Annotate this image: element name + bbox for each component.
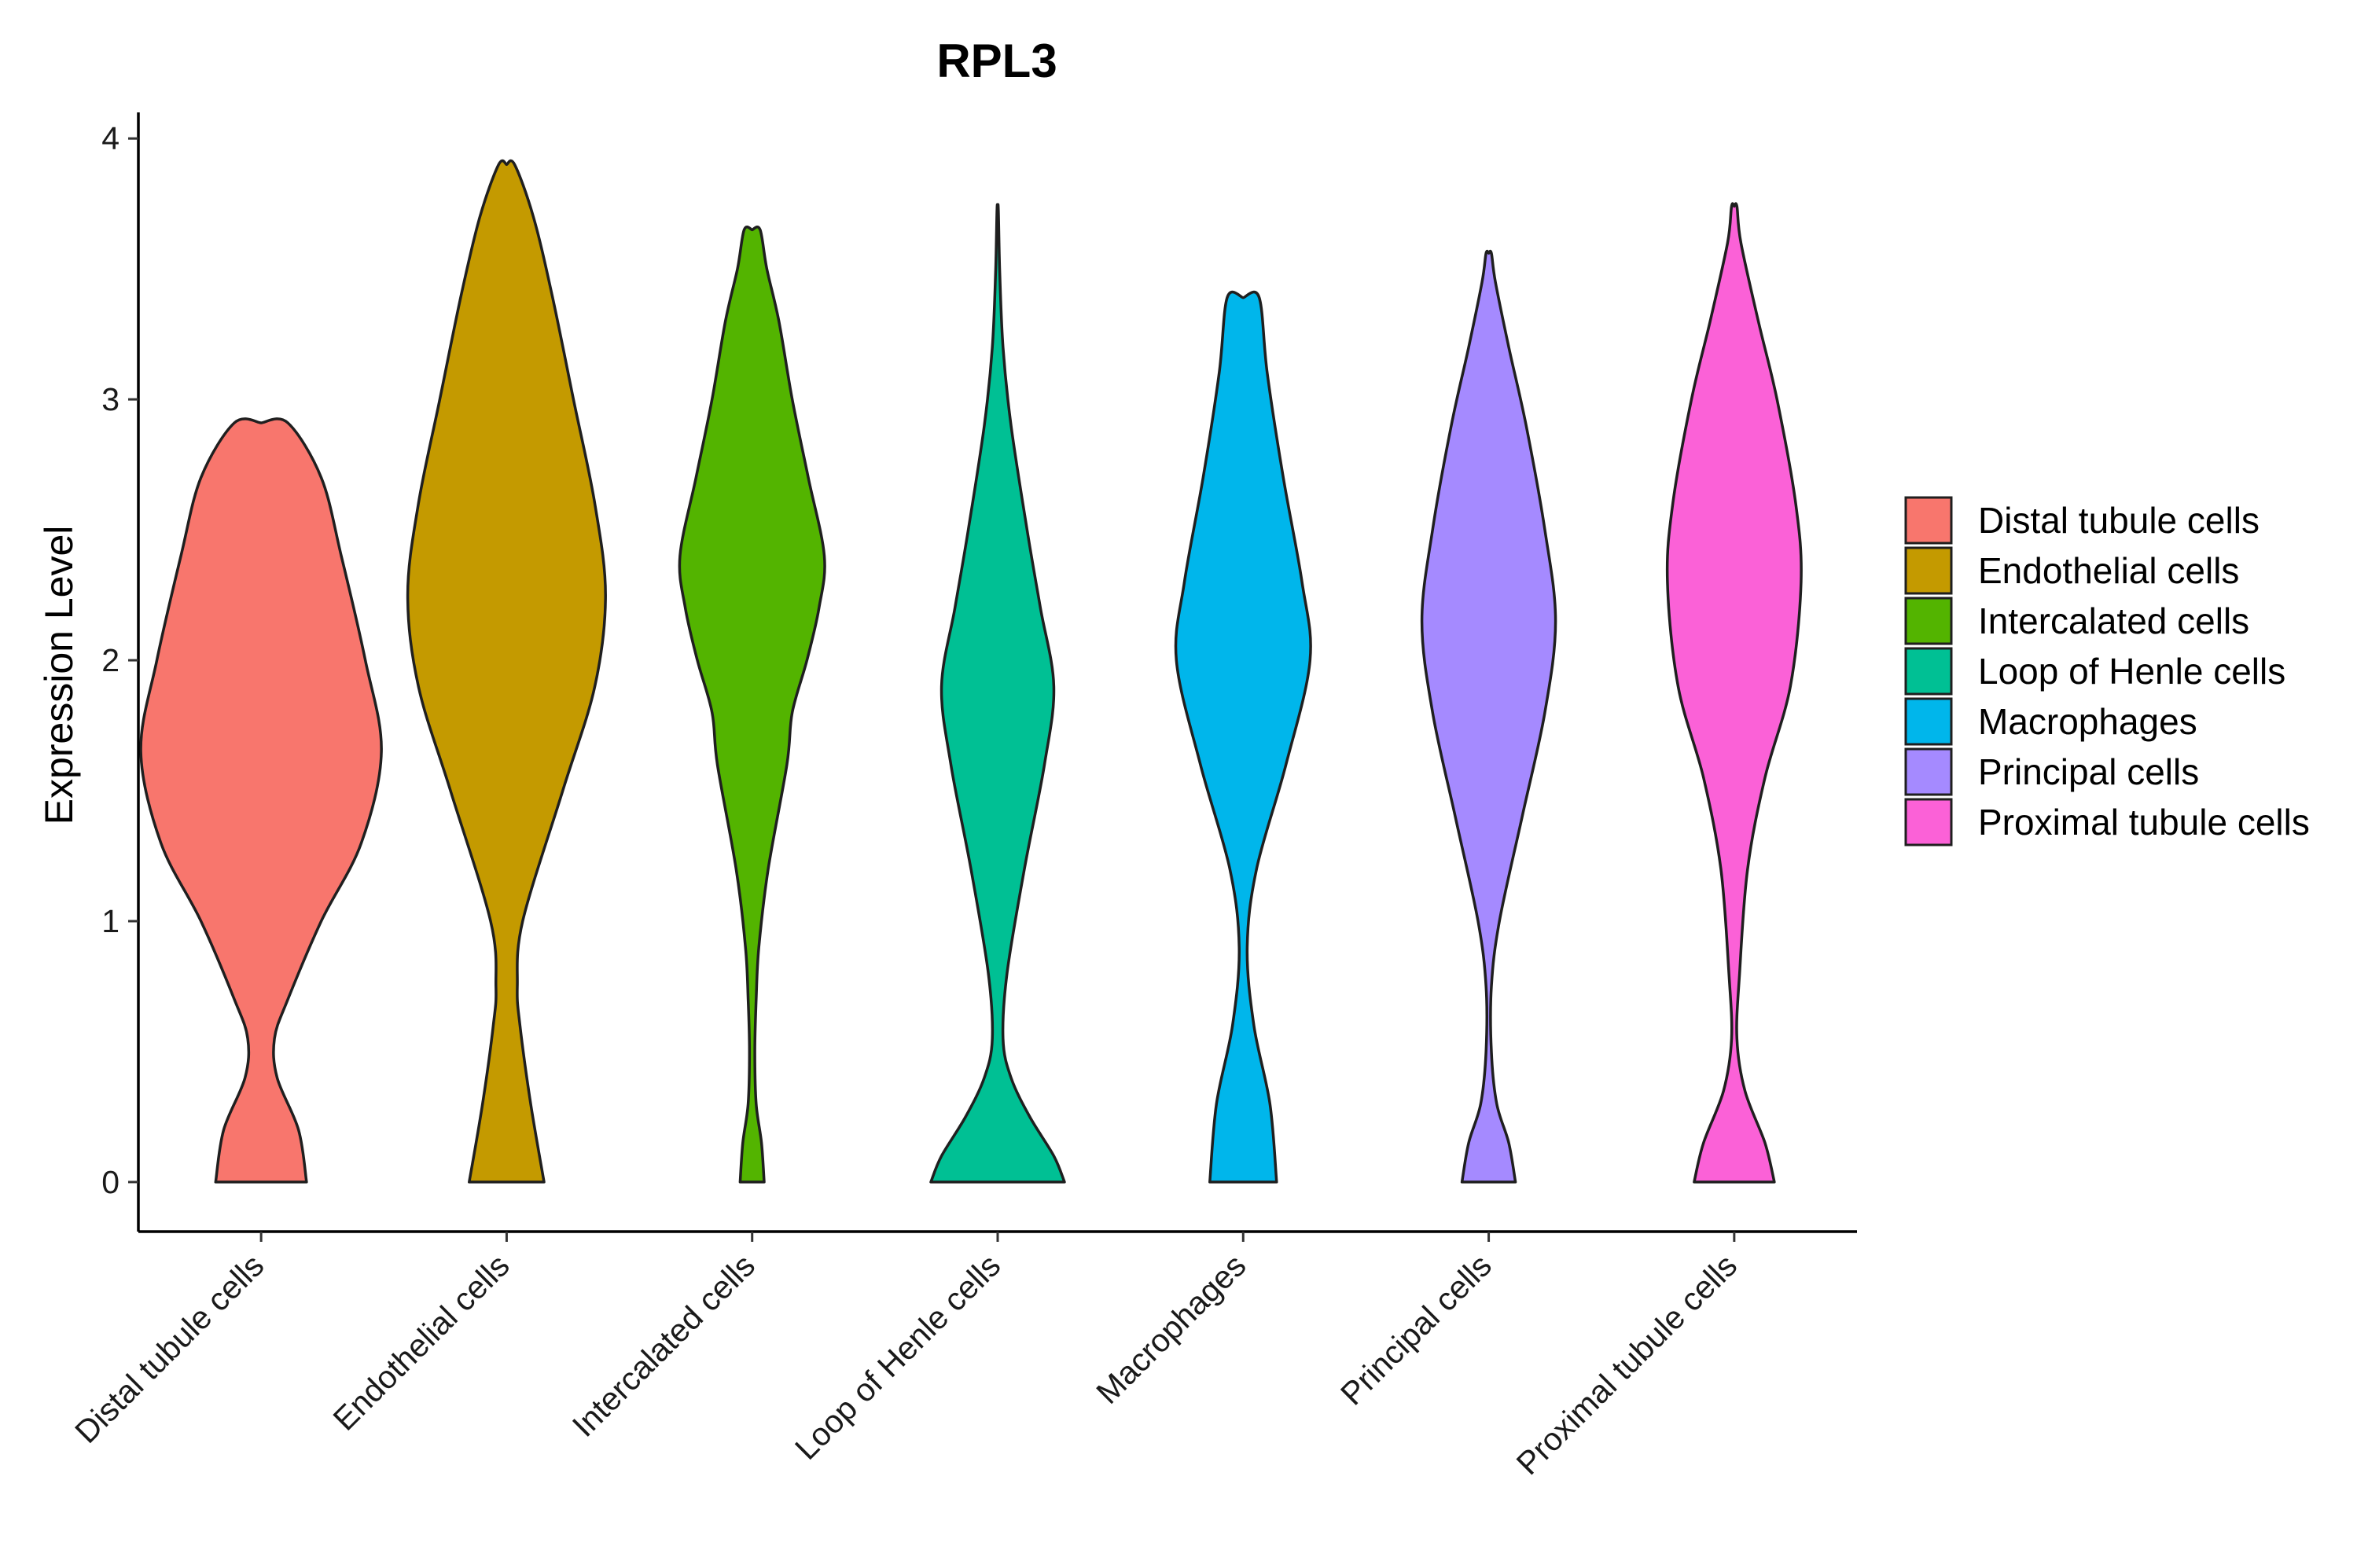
y-tick-label: 1: [101, 903, 120, 939]
y-tick-label: 2: [101, 642, 120, 678]
legend-key-principal-cells: [1904, 747, 1953, 796]
violin-distal-tubule-cells: [139, 417, 383, 1184]
violin-loop-of-henle-cells: [929, 203, 1066, 1184]
y-axis-title: Expression Level: [37, 526, 81, 825]
violin-layer: [139, 159, 1803, 1184]
y-tick-label: 3: [101, 381, 120, 417]
violin-endothelial-cells: [406, 159, 607, 1184]
legend-key-macrophages: [1904, 697, 1953, 746]
violin-intercalated-cells: [678, 226, 826, 1184]
legend-label-macrophages: Macrophages: [1978, 701, 2197, 742]
violin-proximal-tubule-cells: [1665, 202, 1803, 1184]
y-tick-label: 0: [101, 1164, 120, 1200]
legend-label-proximal-tubule-cells: Proximal tubule cells: [1978, 802, 2310, 843]
legend-label-distal-tubule-cells: Distal tubule cells: [1978, 500, 2260, 541]
y-tick-label: 4: [101, 120, 120, 156]
legend-key-endothelial-cells: [1904, 546, 1953, 595]
legend-key-loop-of-henle-cells: [1904, 647, 1953, 696]
legend-label-endothelial-cells: Endothelial cells: [1978, 550, 2239, 591]
legend-label-principal-cells: Principal cells: [1978, 751, 2199, 792]
legend-key-distal-tubule-cells: [1904, 496, 1953, 545]
legend-label-intercalated-cells: Intercalated cells: [1978, 600, 2249, 641]
violin-macrophages: [1174, 290, 1312, 1184]
legend-label-loop-of-henle-cells: Loop of Henle cells: [1978, 651, 2285, 692]
legend-key-intercalated-cells: [1904, 597, 1953, 645]
legend: Distal tubule cells Endothelial cells Inte…: [1904, 496, 2310, 846]
y-axis-ticks: 0 1 2 3 4: [101, 120, 138, 1200]
chart-title: RPL3: [936, 35, 1057, 87]
violin-principal-cells: [1420, 249, 1557, 1184]
legend-key-proximal-tubule-cells: [1904, 798, 1953, 846]
